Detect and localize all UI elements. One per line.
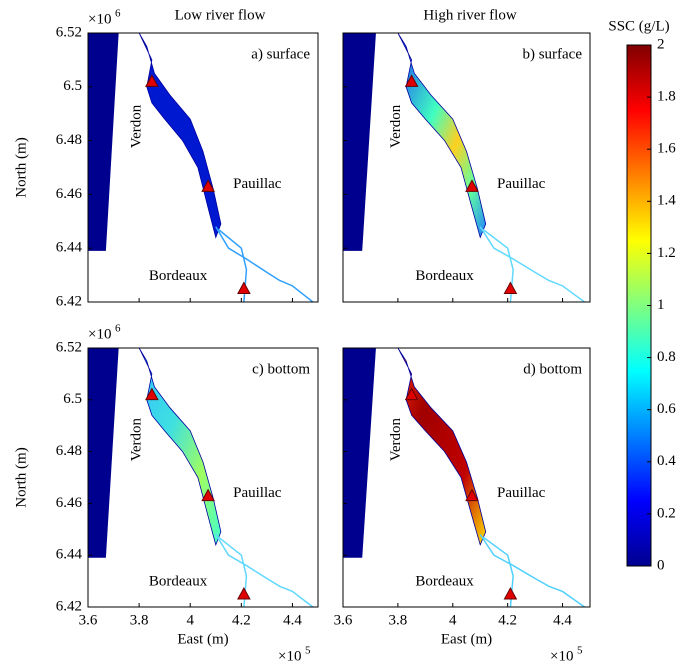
x-tick-label: 3.6 [79, 612, 98, 628]
colorbar-label: SSC (g/L) [608, 18, 669, 34]
y-multiplier-exp: 6 [115, 8, 121, 20]
y-tick-label: 6.52 [56, 24, 82, 40]
panel-label: b) surface [522, 46, 582, 62]
land-shelf [88, 33, 119, 251]
colorbar-tick-label: 0.4 [657, 453, 676, 469]
y-multiplier: ×10 [88, 11, 111, 27]
panel-label: c) bottom [252, 361, 310, 377]
x-tick-label: 4.4 [283, 612, 302, 628]
place-label: Pauillac [497, 485, 546, 501]
colorbar-tick-label: 1 [657, 297, 665, 313]
site-marker [503, 281, 518, 295]
place-label: Bordeaux [149, 573, 208, 589]
column-title: High river flow [423, 7, 516, 23]
place-label: Pauillac [233, 176, 282, 192]
y-tick-label: 6.48 [56, 443, 82, 459]
site-marker [145, 387, 159, 401]
colorbar-tick-label: 0.8 [657, 349, 676, 365]
site-marker [404, 387, 419, 401]
axes-frame [87, 32, 319, 303]
x-multiplier-exp: 5 [305, 645, 311, 657]
site-marker [465, 488, 479, 502]
y-tick-label: 6.46 [56, 186, 83, 202]
river [215, 226, 314, 303]
place-label: Verdon [128, 104, 144, 148]
y-tick-label: 6.44 [56, 547, 83, 563]
x-tick-label: 3.6 [334, 612, 353, 628]
y-tick-label: 6.42 [56, 293, 82, 309]
site-marker [503, 587, 518, 600]
site-marker [237, 281, 251, 295]
colorbar-tick-label: 0.2 [657, 505, 676, 521]
place-label: Pauillac [233, 485, 282, 501]
axes-frame [342, 347, 591, 608]
y-tick-label: 6.46 [56, 495, 83, 511]
place-label: Bordeaux [415, 268, 474, 284]
y-axis-label: North (m) [13, 447, 29, 507]
x-tick-label: 3.8 [389, 612, 408, 628]
site-marker [145, 74, 159, 87]
y-tick-label: 6.44 [56, 240, 83, 256]
colorbar-tick-label: 1.4 [657, 193, 676, 209]
colorbar-tick-label: 1.6 [657, 141, 676, 157]
x-axis-label: East (m) [177, 631, 228, 647]
estuary [397, 32, 487, 239]
x-axis-label: East (m) [441, 631, 492, 647]
x-multiplier-exp: 5 [577, 645, 583, 657]
colorbar-tick-label: 1.2 [657, 245, 676, 261]
colorbar-tick-label: 2 [657, 36, 665, 52]
place-label: Verdon [128, 417, 144, 461]
x-tick-label: 4.4 [553, 612, 572, 628]
land-shelf [343, 348, 376, 558]
x-multiplier: ×10 [550, 648, 573, 664]
colorbar-tick-label: 0 [657, 557, 665, 573]
panel-label: d) bottom [523, 361, 582, 377]
site-marker [201, 179, 215, 192]
y-tick-label: 6.48 [56, 132, 82, 148]
axes-frame [87, 347, 319, 608]
y-tick-label: 6.5 [63, 78, 82, 94]
axes-frame [342, 32, 591, 303]
colorbar-tick-label: 0.6 [657, 401, 676, 417]
estuary [138, 347, 222, 547]
site-marker [201, 488, 215, 502]
x-tick-label: 4.2 [232, 612, 251, 628]
y-tick-label: 6.42 [56, 598, 82, 614]
place-label: Verdon [388, 104, 404, 148]
place-label: Bordeaux [415, 573, 474, 589]
land-shelf [88, 348, 119, 558]
site-marker [404, 74, 419, 87]
place-label: Bordeaux [149, 268, 208, 284]
y-multiplier-exp: 6 [115, 323, 121, 335]
place-label: Verdon [388, 417, 404, 461]
site-marker [465, 179, 479, 192]
x-tick-label: 4 [186, 612, 194, 628]
estuary [397, 347, 487, 547]
x-multiplier: ×10 [278, 648, 301, 664]
estuary [138, 32, 222, 239]
place-label: Pauillac [497, 176, 546, 192]
site-marker [237, 587, 251, 600]
colorbar-tick-label: 1.8 [657, 89, 676, 105]
y-multiplier: ×10 [88, 326, 111, 342]
river [479, 534, 585, 608]
panel-label: a) surface [251, 46, 310, 62]
y-tick-label: 6.5 [63, 391, 82, 407]
x-tick-label: 4 [449, 612, 457, 628]
column-title: Low river flow [175, 7, 266, 23]
y-axis-label: North (m) [13, 137, 29, 197]
x-tick-label: 3.8 [130, 612, 149, 628]
y-tick-label: 6.52 [56, 339, 82, 355]
river [479, 226, 585, 303]
land-shelf [343, 33, 376, 251]
river [215, 534, 314, 608]
x-tick-label: 4.2 [498, 612, 517, 628]
